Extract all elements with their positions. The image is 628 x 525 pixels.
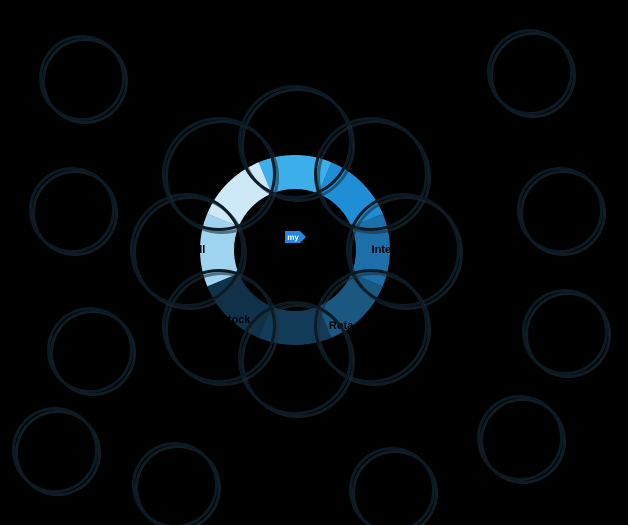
svg-text:my: my: [287, 233, 299, 242]
inner-circle-label: DMS / Stock Mgmt: [165, 314, 273, 338]
car-tag-icon: my: [282, 228, 308, 248]
inner-circle: F&I: [162, 117, 276, 231]
center-brand-label: choosemycar: [240, 250, 350, 261]
inner-circle-label: HR: [317, 168, 425, 180]
center-hub: my choosemycar: [240, 228, 350, 261]
outer-circle: [29, 167, 115, 253]
inner-circle-label: Payroll: [133, 244, 241, 256]
outer-circle: [487, 29, 573, 115]
outer-circle: [12, 407, 98, 493]
outer-circle: [349, 447, 435, 525]
inner-circle-label: F&I: [165, 168, 273, 180]
diagram-canvas: CRMHRIntegrationsRota & PlanningBIDMS / …: [0, 0, 628, 525]
outer-circle: [132, 442, 218, 525]
inner-circle-label: Integrations: [349, 244, 457, 256]
outer-circle: [47, 307, 133, 393]
outer-circle: [522, 289, 608, 375]
outer-circle: [39, 35, 125, 121]
outer-circle: [477, 395, 563, 481]
outer-circle: [517, 167, 603, 253]
